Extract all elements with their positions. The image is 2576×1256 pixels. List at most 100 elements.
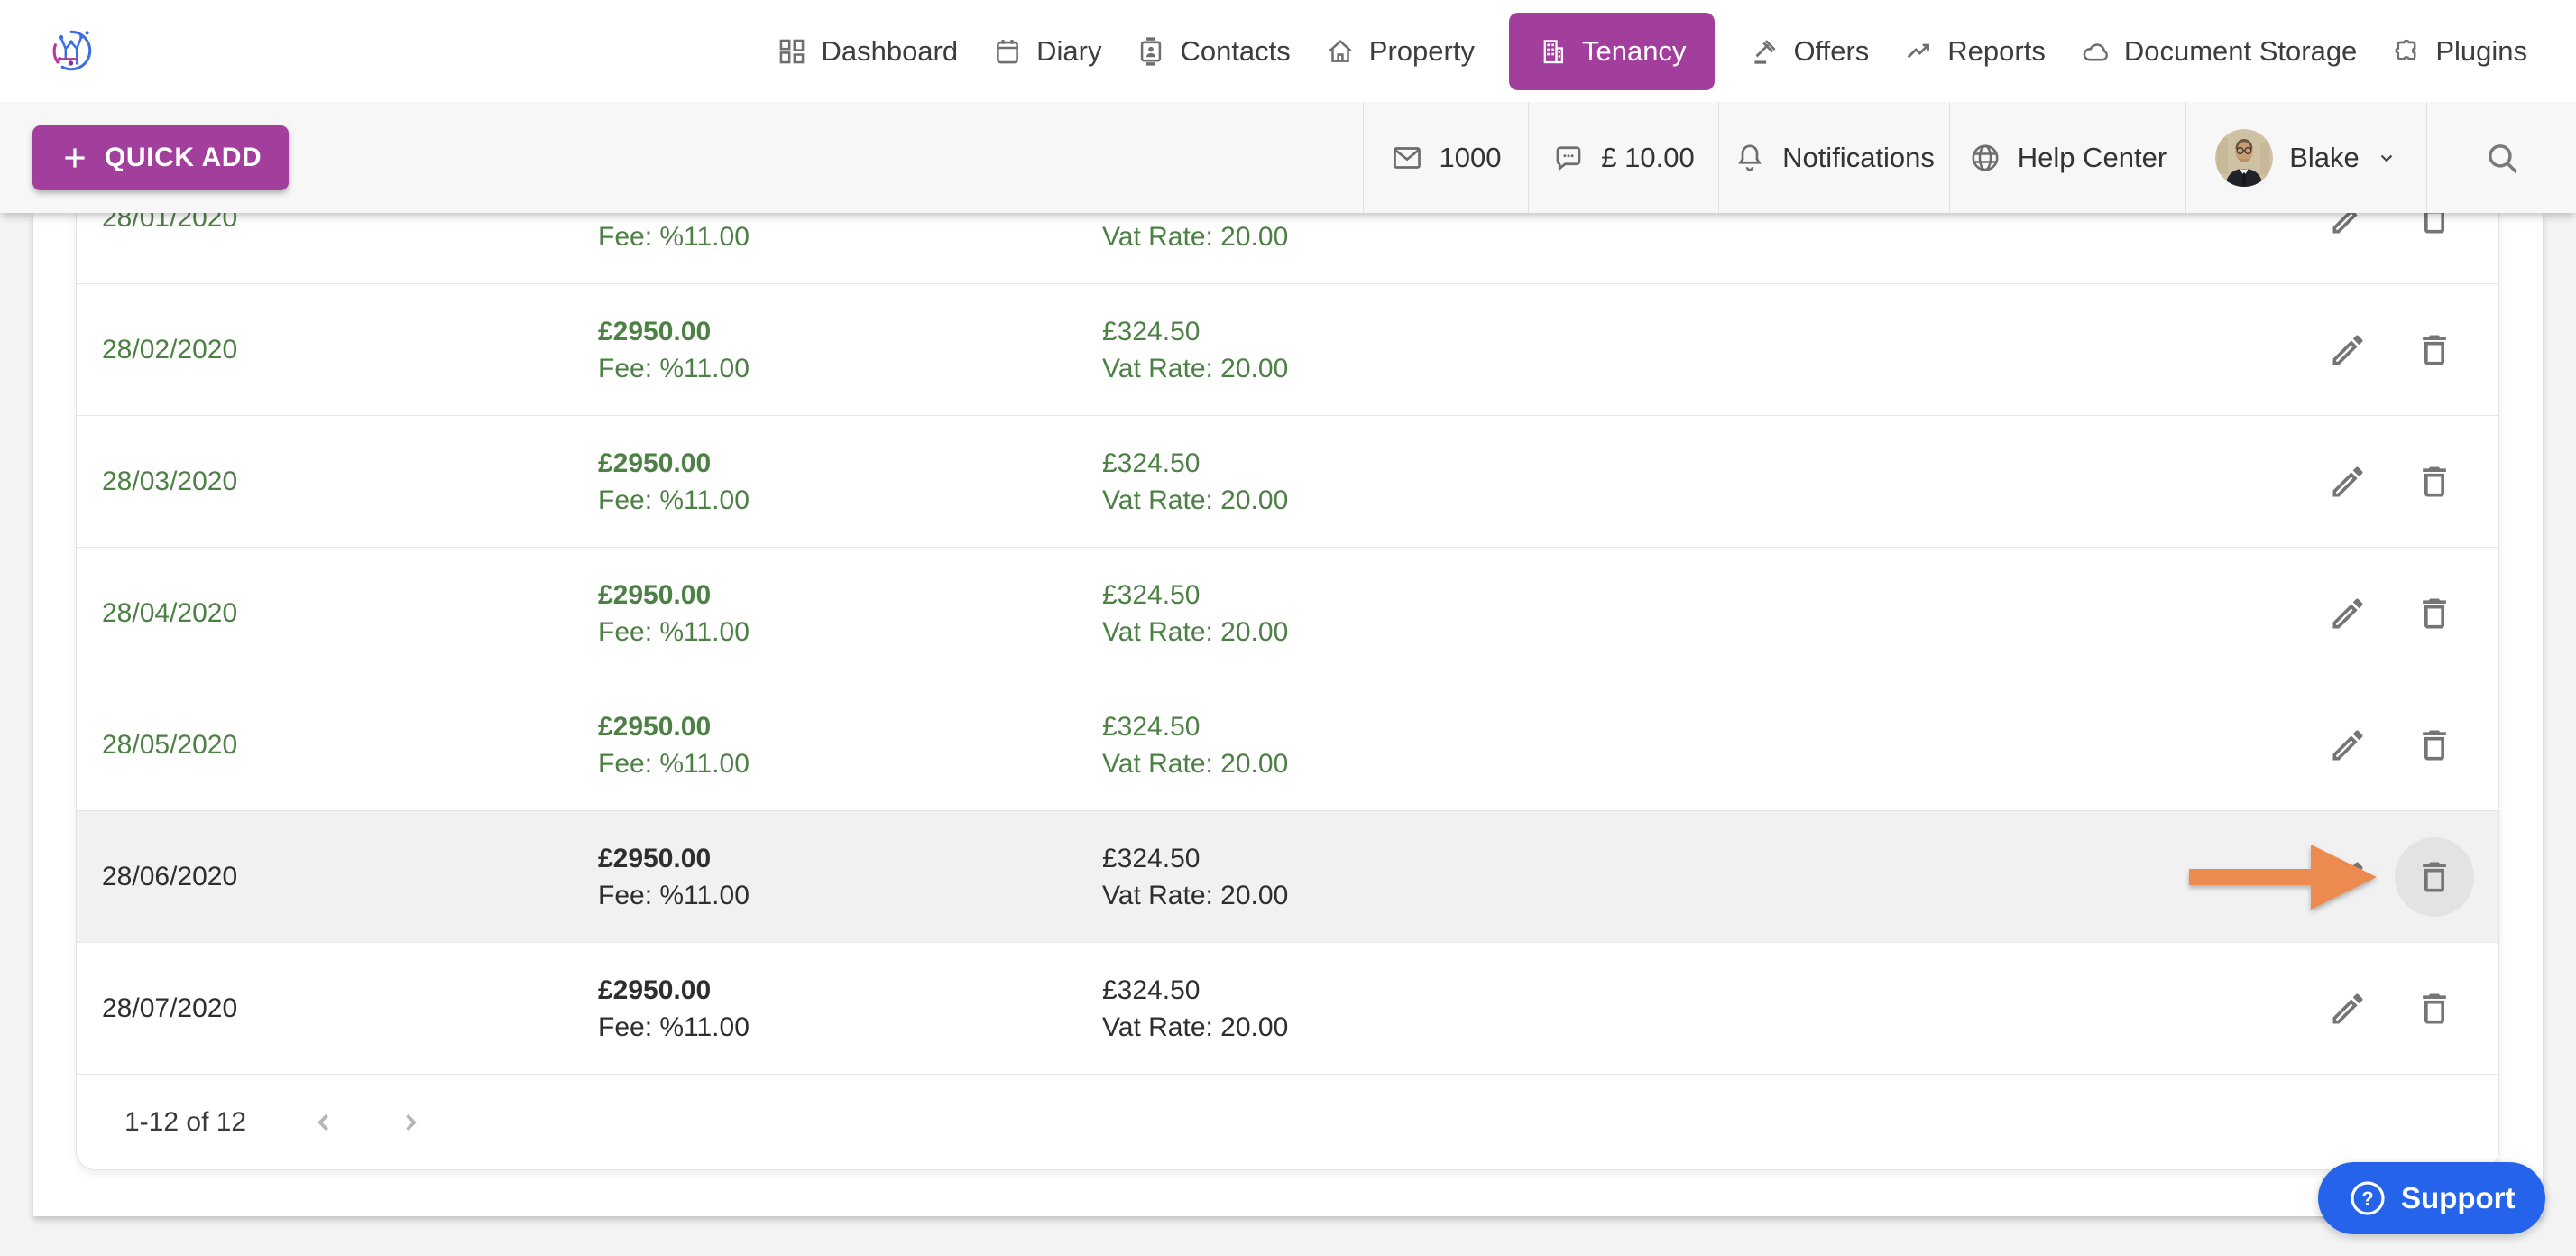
row-vat-amount: £324.50 [1102, 711, 1201, 742]
row-amount-cell: £2950.00 Fee: %11.00 [598, 972, 750, 1046]
row-amount-cell: £2950.00 Fee: %11.00 [598, 445, 750, 519]
row-vat-amount: £324.50 [1102, 974, 1201, 1005]
row-amount: £2950.00 [598, 579, 712, 610]
nav-item-tenancy[interactable]: Tenancy [1508, 12, 1716, 90]
globe-icon [1969, 142, 2001, 174]
row-date: 28/07/2020 [102, 993, 238, 1023]
help-center-button[interactable]: Help Center [1949, 102, 2185, 213]
nav-label: Property [1368, 34, 1475, 67]
building-icon [1538, 36, 1569, 67]
row-vat-rate: Vat Rate: 20.00 [1102, 1011, 1289, 1042]
orange-arrow-pointer [2189, 844, 2377, 910]
cloud-icon [2080, 36, 2111, 67]
trash-icon[interactable] [2415, 213, 2454, 238]
chevron-left-icon[interactable] [308, 1107, 339, 1138]
row-amount: £2950.00 [598, 316, 712, 346]
nav-item-diary[interactable]: Diary [992, 35, 1101, 68]
payments-table-card: 28/01/2020 £2950.00 Fee: %11.00 £324.50 … [76, 213, 2499, 1170]
trash-hover-circle [2395, 836, 2474, 917]
trash-icon[interactable] [2415, 989, 2454, 1029]
support-label: Support [2401, 1181, 2516, 1214]
gavel-icon [1749, 36, 1780, 67]
nav-label: Plugins [2435, 34, 2527, 67]
row-date: 28/05/2020 [102, 729, 238, 760]
row-vat-cell: £324.50 Vat Rate: 20.00 [1102, 972, 1288, 1046]
row-fee: Fee: %11.00 [598, 353, 750, 383]
table-row: 28/03/2020 £2950.00 Fee: %11.00 £324.50 … [77, 416, 2498, 548]
row-date: 28/04/2020 [102, 597, 238, 628]
pencil-icon[interactable] [2328, 213, 2368, 238]
row-fee: Fee: %11.00 [598, 616, 750, 647]
trash-icon[interactable] [2415, 462, 2454, 502]
row-vat-rate: Vat Rate: 20.00 [1102, 485, 1289, 515]
pencil-icon[interactable] [2328, 462, 2368, 502]
nav-item-property[interactable]: Property [1325, 35, 1475, 68]
top-nav-bar: Dashboard Diary Contacts [0, 0, 2576, 102]
action-bar: QUICK ADD 1000 £ 10.00 [0, 102, 2576, 213]
support-button[interactable]: ? Support [2318, 1162, 2546, 1234]
chevron-right-icon[interactable] [395, 1107, 426, 1138]
balance-status[interactable]: £ 10.00 [1528, 102, 1718, 213]
svg-text:?: ? [2361, 1187, 2373, 1210]
trash-icon[interactable] [2415, 725, 2454, 765]
trash-icon[interactable] [2415, 857, 2454, 897]
row-fee: Fee: %11.00 [598, 748, 750, 779]
nav-item-offers[interactable]: Offers [1749, 35, 1869, 68]
avatar [2215, 128, 2274, 187]
chat-bubble-icon [1552, 142, 1585, 174]
row-vat-rate: Vat Rate: 20.00 [1102, 880, 1289, 910]
nav-item-contacts[interactable]: Contacts [1136, 35, 1291, 68]
row-amount: £2950.00 [598, 711, 712, 742]
row-amount-cell: £2950.00 Fee: %11.00 [598, 840, 750, 914]
trash-icon[interactable] [2415, 594, 2454, 633]
contact-card-icon [1136, 36, 1166, 67]
row-vat-rate: Vat Rate: 20.00 [1102, 222, 1289, 252]
nav-label: Offers [1793, 34, 1870, 67]
row-amount: £2950.00 [598, 974, 712, 1005]
row-vat-rate: Vat Rate: 20.00 [1102, 616, 1289, 647]
row-amount: £2950.00 [598, 213, 750, 218]
pencil-icon[interactable] [2328, 989, 2368, 1029]
nav-item-reports[interactable]: Reports [1903, 35, 2046, 68]
row-fee: Fee: %11.00 [598, 1011, 750, 1042]
row-vat-amount: £324.50 [1102, 579, 1201, 610]
nav-item-document-storage[interactable]: Document Storage [2080, 35, 2357, 68]
app-logo[interactable] [45, 24, 97, 77]
quick-add-button[interactable]: QUICK ADD [32, 125, 290, 190]
row-vat-rate: Vat Rate: 20.00 [1102, 353, 1289, 383]
table-row-highlighted: 28/06/2020 £2950.00 Fee: %11.00 £324.50 … [77, 811, 2498, 943]
row-amount-cell: £2950.00 Fee: %11.00 [598, 313, 750, 387]
balance-amount: £ 10.00 [1601, 141, 1695, 173]
pagination-range-label: 1-12 of 12 [124, 1107, 247, 1137]
row-vat-amount: £324.50 [1102, 316, 1201, 346]
row-fee: Fee: %11.00 [598, 485, 750, 515]
pencil-icon[interactable] [2328, 725, 2368, 765]
notifications-button[interactable]: Notifications [1718, 102, 1949, 213]
row-date: 28/02/2020 [102, 334, 238, 365]
row-vat-cell: £324.50 Vat Rate: 20.00 [1102, 708, 1288, 782]
bell-icon [1734, 142, 1766, 174]
main-nav: Dashboard Diary Contacts [777, 0, 2527, 102]
status-cluster: 1000 £ 10.00 Notifications [1363, 102, 2576, 213]
table-row: 28/07/2020 £2950.00 Fee: %11.00 £324.50 … [77, 943, 2498, 1075]
row-fee: Fee: %11.00 [598, 880, 750, 910]
mail-status[interactable]: 1000 [1363, 102, 1528, 213]
pencil-icon[interactable] [2328, 594, 2368, 633]
pencil-icon[interactable] [2328, 330, 2368, 370]
row-vat-cell: £324.50 Vat Rate: 20.00 [1102, 840, 1288, 914]
row-amount-cell: £2950.00 Fee: %11.00 [598, 577, 750, 651]
search-button[interactable] [2426, 102, 2576, 213]
nav-item-dashboard[interactable]: Dashboard [777, 35, 958, 68]
nav-label: Tenancy [1581, 34, 1687, 67]
user-menu[interactable]: Blake [2185, 102, 2426, 213]
nav-label: Dashboard [821, 34, 959, 67]
house-icon [1325, 36, 1356, 67]
row-date: 28/01/2020 [102, 213, 238, 233]
nav-item-plugins[interactable]: Plugins [2391, 35, 2527, 68]
trend-arrow-icon [1903, 36, 1934, 67]
row-vat-cell: £324.50 Vat Rate: 20.00 [1102, 213, 1288, 255]
question-circle-icon: ? [2349, 1179, 2387, 1217]
row-amount: £2950.00 [598, 843, 712, 873]
row-vat-cell: £324.50 Vat Rate: 20.00 [1102, 313, 1288, 387]
trash-icon[interactable] [2415, 330, 2454, 370]
